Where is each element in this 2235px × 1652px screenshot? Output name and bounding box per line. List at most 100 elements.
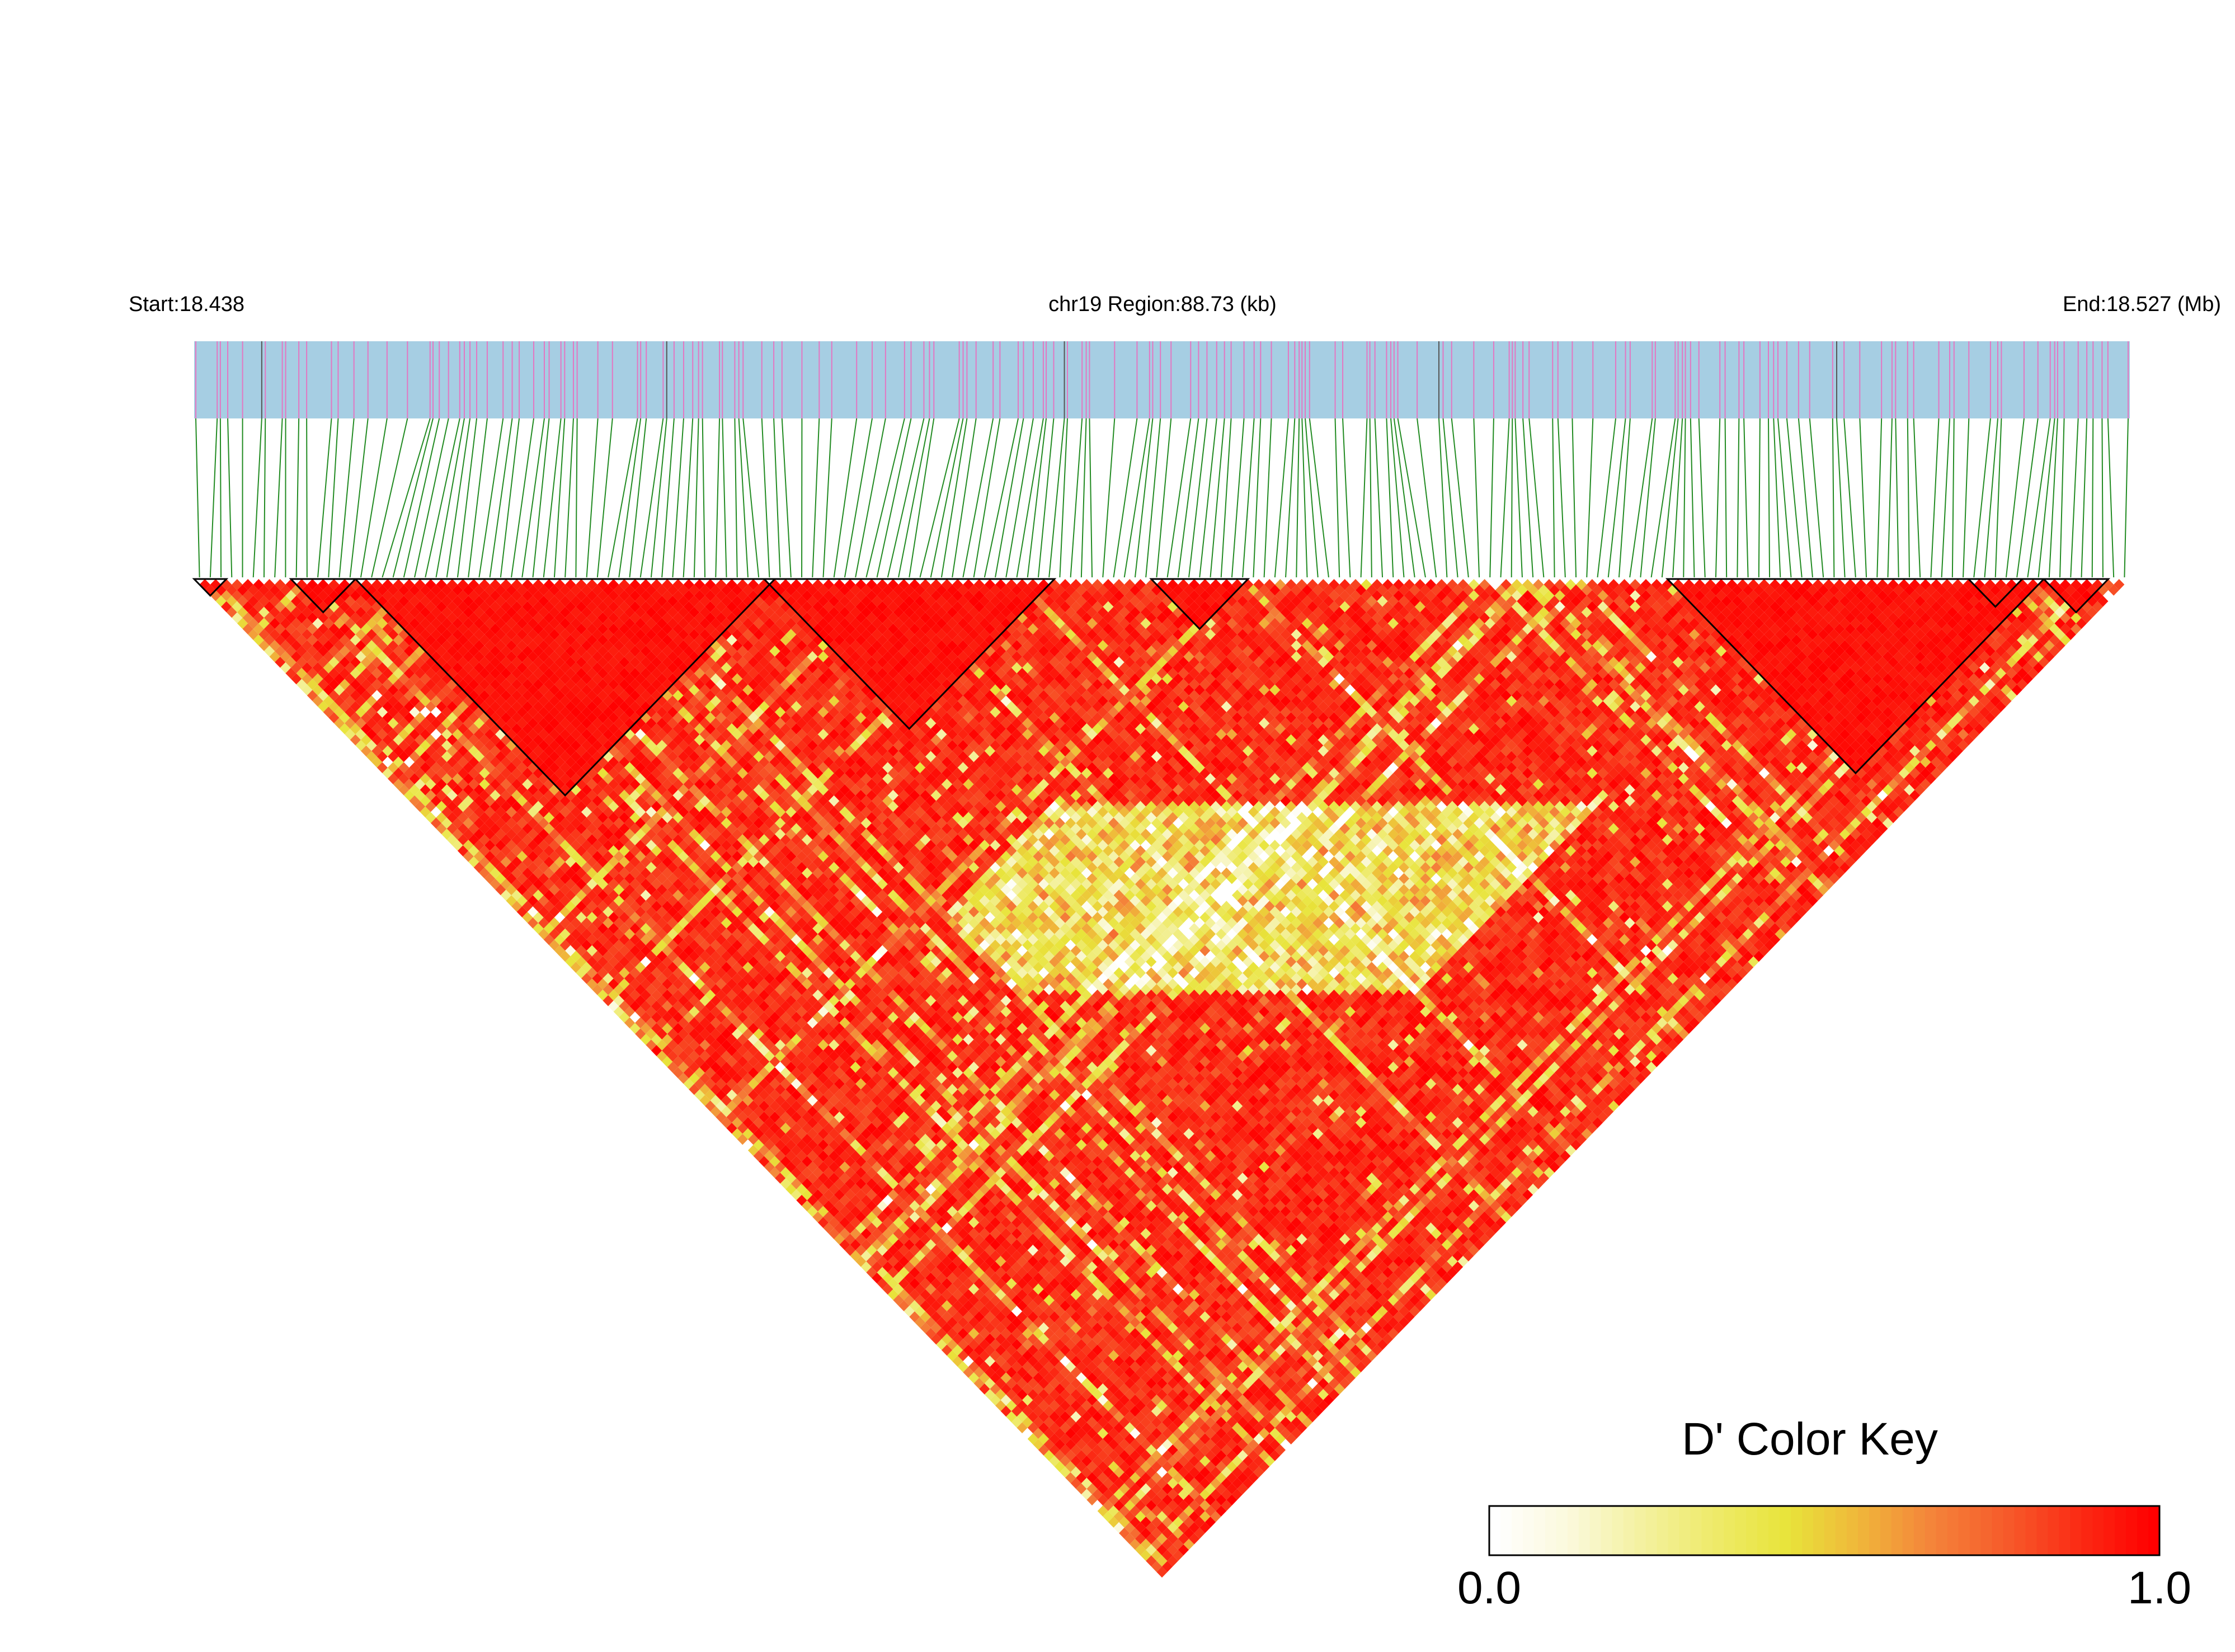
ld-cell [1006,1400,1017,1411]
ld-cell [1124,1533,1135,1545]
snp-connector [1887,418,1893,578]
snp-connector [2038,418,2055,578]
ld-cell [624,995,636,1006]
ld-cell [430,795,442,807]
snp-connector [1188,418,1208,578]
ld-cell [968,1316,980,1328]
ld-cell [323,651,334,662]
ld-cell [759,1122,770,1134]
ld-cell [302,629,313,641]
ld-cell [479,812,490,823]
ld-cell [516,850,528,862]
ld-cell [275,634,286,646]
ld-cell [920,1300,931,1311]
snp-connector [1661,418,1679,578]
ld-cell [726,1122,737,1134]
snp-position-ticks [195,341,2129,418]
ld-cell [425,768,436,779]
ld-cell [468,823,479,835]
ld-cell [393,745,404,757]
ld-cell [430,762,442,774]
ld-cell [371,723,383,735]
snp-connector-lines [195,418,2129,578]
ld-cell [554,934,566,945]
ld-cell [253,634,264,646]
snp-connector [2059,418,2065,578]
ld-cell [366,695,377,707]
ld-cell [796,1173,807,1184]
ld-cell [872,1239,883,1250]
ld-cell [1162,1561,1173,1573]
ld-cell [1033,1428,1044,1439]
ld-cell [608,1000,619,1012]
ld-cell [237,618,248,629]
ld-cell [393,756,404,768]
ld-cell [350,701,361,712]
ld-cell [441,829,453,840]
ld-cell [538,917,549,929]
ld-cell [893,1272,904,1284]
snp-connector [1274,418,1289,578]
snp-connector [1070,418,1083,578]
ld-cell [549,917,560,929]
ld-cell [925,1306,937,1317]
ld-cell [877,1278,888,1289]
ld-cell [565,945,576,957]
ld-cell [506,862,517,873]
ld-cell [333,662,345,674]
snp-connector [371,418,408,578]
ld-cell [1113,1477,1124,1489]
snp-connector [1438,418,1448,578]
ld-cell [328,667,340,679]
ld-cell [366,728,377,740]
ld-cell [441,784,453,796]
ld-cell [409,751,420,763]
snp-connector [1390,418,1405,578]
ld-cell [791,1189,802,1201]
snp-connector [2081,418,2088,578]
ld-cell [452,829,463,840]
ld-cell [393,779,404,790]
ld-cell [603,950,614,962]
ld-cell [1038,1444,1050,1456]
ld-cell [678,1028,689,1040]
snp-connector [457,418,478,578]
ld-cell [662,1000,673,1012]
ld-cell [936,1316,947,1328]
ld-cell [328,712,340,723]
ld-cell [1011,1372,1023,1383]
ld-cell [785,1161,797,1173]
ld-cell [898,1300,910,1311]
snp-connector [1145,418,1161,578]
ld-cell [1167,1533,1178,1545]
ld-cell [463,829,474,840]
ld-cell [732,1095,743,1107]
ld-cell [237,584,248,596]
snp-connector [734,418,738,578]
ld-cell [215,595,227,607]
ld-cell [210,579,222,590]
ld-cell [807,1173,818,1184]
ld-cell [597,967,609,978]
ld-cell [576,912,587,923]
ld-cell [936,1283,947,1295]
snp-connector [702,418,706,578]
ld-cell [457,801,469,812]
ld-cell [1000,1383,1011,1395]
snp-connector [274,418,283,578]
ld-cell [662,1011,673,1023]
ld-cell [823,1189,834,1201]
ld-cell [721,1106,732,1117]
ld-cell [403,789,415,801]
ld-cell [753,1128,764,1140]
ld-cell [592,983,603,995]
ld-cell [490,823,501,835]
ld-cell [232,612,243,624]
ld-cell [737,1089,748,1101]
ld-cell [689,1084,700,1095]
ld-cell [1162,1550,1173,1561]
snp-connector [1743,418,1749,578]
ld-cell [597,956,609,968]
ld-cell [613,1006,624,1018]
ld-cell [409,773,420,784]
